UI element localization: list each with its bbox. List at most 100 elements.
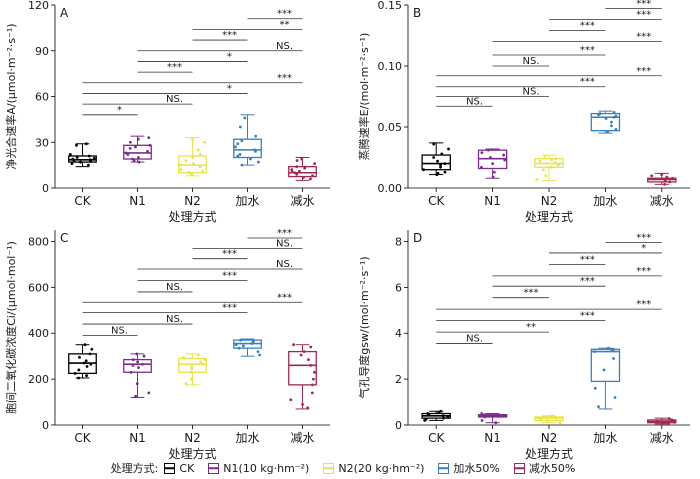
point-c-4-12 — [292, 343, 295, 347]
point-c-2-7 — [203, 358, 207, 362]
point-a-4-6 — [298, 169, 301, 173]
point-b-1-6 — [502, 153, 506, 157]
point-c-2-3 — [190, 367, 194, 371]
legend-item-n1: N1(10 kg·hm⁻²) — [208, 462, 309, 475]
point-c-4-11 — [309, 345, 313, 349]
sig-label-d-2: *** — [580, 311, 595, 322]
y-tick-label-c-1: 200 — [28, 373, 49, 386]
point-c-3-7 — [251, 339, 255, 343]
point-a-0-6 — [71, 157, 75, 161]
y-tick-label-c-4: 800 — [28, 235, 49, 248]
point-a-2-11 — [203, 140, 207, 144]
legend-item-water-red: 减水50% — [513, 460, 576, 476]
x-tick-label-b-1: N1 — [484, 194, 501, 208]
point-b-0-5 — [439, 163, 442, 167]
point-b-0-11 — [432, 142, 436, 146]
x-axis-label-a: 处理方式 — [168, 209, 216, 224]
point-b-2-8 — [554, 157, 558, 161]
point-c-1-8 — [131, 358, 135, 362]
point-d-2-2 — [539, 417, 543, 421]
x-tick-label-c-0: CK — [74, 431, 91, 445]
point-d-3-0 — [597, 405, 600, 409]
point-c-4-8 — [307, 358, 310, 362]
point-b-1-3 — [491, 162, 494, 166]
point-a-1-9 — [148, 143, 152, 147]
point-b-2-4 — [557, 163, 560, 167]
panel-label-b: B — [413, 6, 421, 20]
sig-label-b-9: *** — [636, 0, 651, 10]
point-b-0-2 — [443, 170, 447, 174]
point-a-4-11 — [295, 159, 299, 162]
point-c-4-9 — [299, 353, 303, 357]
point-a-1-7 — [128, 146, 132, 150]
point-c-1-9 — [142, 354, 146, 358]
box-b-4 — [647, 172, 677, 186]
point-b-3-4 — [604, 117, 608, 120]
box-c-1 — [123, 352, 152, 398]
x-tick-label-a-0: CK — [74, 194, 91, 208]
sig-label-a-1: NS. — [166, 94, 183, 105]
box-a-0 — [68, 142, 97, 168]
point-a-3-9 — [240, 139, 244, 143]
sig-label-d-9: *** — [636, 233, 651, 244]
point-a-1-10 — [128, 140, 132, 144]
point-c-4-1 — [301, 402, 304, 406]
point-a-1-0 — [137, 160, 141, 164]
x-tick-label-c-2: N2 — [184, 431, 201, 445]
point-c-4-6 — [313, 370, 316, 374]
point-a-4-7 — [290, 168, 294, 172]
point-b-2-3 — [549, 165, 553, 169]
box-d-2 — [534, 414, 564, 425]
y-tick-label-d-1: 2 — [395, 373, 402, 386]
panel-a: A 0 30 60 90 120 净光合速率A/(μmol·m⁻²·s⁻¹) CK N1 N2 加水… — [4, 0, 330, 224]
point-c-0-1 — [85, 374, 88, 378]
point-d-1-0 — [494, 421, 498, 425]
x-tick-label-c-3: 加水 — [235, 431, 259, 445]
point-d-0-6 — [426, 412, 430, 415]
sig-label-c-4: NS. — [166, 282, 183, 293]
point-b-0-3 — [422, 168, 425, 172]
point-c-1-5 — [131, 363, 135, 367]
sig-label-b-1: NS. — [522, 87, 539, 98]
point-a-2-3 — [179, 168, 183, 172]
sig-label-d-7: *** — [580, 254, 595, 265]
legend-label-water-red: 减水50% — [528, 462, 576, 475]
point-c-0-0 — [77, 376, 80, 380]
point-b-4-3 — [663, 178, 667, 181]
point-d-4-5 — [670, 418, 674, 422]
box-rect-c-1 — [123, 358, 152, 373]
point-a-1-6 — [146, 150, 149, 153]
sig-label-c-9: *** — [277, 228, 292, 239]
point-d-2-4 — [554, 416, 558, 419]
point-b-3-2 — [610, 124, 613, 128]
sig-label-b-3: *** — [636, 66, 651, 77]
point-d-4-1 — [662, 421, 666, 425]
legend: 处理方式: CK N1(10 kg·hm⁻²) N2(20 kg·hm⁻²) 加… — [0, 458, 700, 478]
panel-label-d: D — [413, 231, 422, 245]
point-b-4-5 — [665, 175, 669, 179]
point-b-2-1 — [544, 174, 548, 178]
sig-label-b-2: *** — [580, 77, 595, 88]
point-c-2-0 — [184, 382, 188, 386]
box-b-3 — [590, 110, 621, 134]
point-a-1-11 — [136, 137, 140, 141]
point-c-3-0 — [258, 353, 261, 357]
box-c-2 — [178, 353, 207, 386]
sig-label-a-9: *** — [277, 9, 292, 20]
legend-swatch-n1 — [208, 462, 220, 474]
point-a-0-2 — [79, 160, 82, 164]
box-c-4 — [288, 343, 317, 410]
panel-d: D 0 2 4 6 8 气孔导度gsw/(mol·m⁻²·s⁻¹) CK N1 N2 加水 减水处理方… — [357, 230, 690, 461]
sig-label-a-4: *** — [167, 62, 182, 73]
x-tick-label-a-4: 减水 — [290, 194, 314, 208]
y-axis-label-d: 气孔导度gsw/(mol·m⁻²·s⁻¹) — [357, 256, 371, 398]
legend-label-n2: N2(20 kg·hm⁻²) — [338, 461, 425, 475]
point-d-3-3 — [602, 368, 606, 372]
y-tick-label-c-0: 0 — [42, 419, 49, 432]
x-tick-label-d-1: N1 — [484, 431, 501, 445]
point-a-3-2 — [249, 157, 252, 161]
legend-label-water-add: 加水50% — [453, 462, 500, 475]
point-d-1-4 — [494, 413, 498, 417]
point-b-1-2 — [480, 165, 483, 169]
point-c-3-8 — [239, 338, 243, 342]
